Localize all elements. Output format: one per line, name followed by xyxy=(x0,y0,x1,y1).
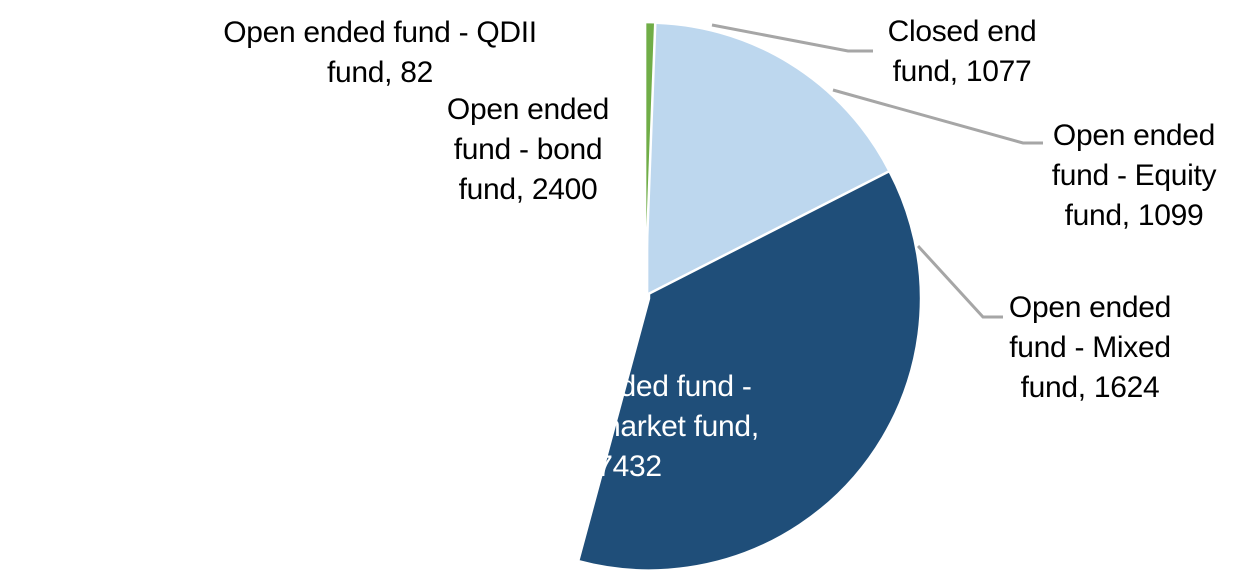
label-line: Open ended xyxy=(446,93,610,126)
label-closed-end: Closed end fund, 1077 xyxy=(888,12,1037,92)
label-line: fund - Mixed xyxy=(1009,331,1171,364)
label-line: fund, 1077 xyxy=(892,55,1032,88)
label-line: Open ended fund - QDII xyxy=(223,16,537,49)
label-equity: Open ended fund - Equity fund, 1099 xyxy=(1052,116,1217,236)
label-line: Open ended xyxy=(1052,119,1216,152)
label-line: Open ended fund - xyxy=(506,370,752,403)
pie-slice-open-ended-fund-bond-fund xyxy=(645,21,891,296)
label-bond: Open ended fund - bond fund, 2400 xyxy=(447,90,609,210)
label-line: fund, 1624 xyxy=(1020,371,1160,404)
label-line: fund - Equity xyxy=(1051,159,1217,192)
leader-line-closed-end xyxy=(711,23,873,53)
label-line: 7432 xyxy=(596,450,662,483)
label-line: Closed end xyxy=(887,15,1037,48)
label-line: fund - bond xyxy=(453,133,603,166)
label-qdii: Open ended fund - QDII fund, 82 xyxy=(223,13,537,93)
label-line: fund, 2400 xyxy=(458,173,598,206)
label-mixed: Open ended fund - Mixed fund, 1624 xyxy=(1009,288,1171,408)
leader-line-equity xyxy=(832,88,1043,145)
label-line: fund, 82 xyxy=(326,56,434,89)
leader-line-mixed xyxy=(916,244,1003,319)
label-line: fund, 1099 xyxy=(1064,199,1204,232)
label-money-market: Open ended fund - money market fund, 743… xyxy=(499,367,759,487)
label-line: money market fund, xyxy=(499,410,759,443)
pie-slice-open-ended-fund-qdii-fund xyxy=(643,20,657,296)
label-line: Open ended xyxy=(1008,291,1172,324)
